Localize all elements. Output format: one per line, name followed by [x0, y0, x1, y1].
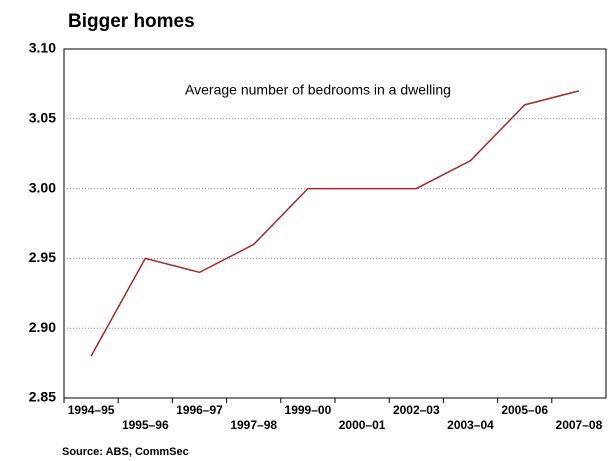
- x-tick-label: 1995–96: [122, 418, 169, 432]
- x-tick-label: 1997–98: [230, 418, 277, 432]
- y-tick-label: 3.10: [29, 40, 56, 56]
- x-tick-label: 2002–03: [393, 403, 440, 417]
- y-tick-label: 2.95: [29, 249, 56, 265]
- y-tick-label: 3.05: [29, 110, 56, 126]
- y-tick-label: 2.90: [29, 319, 56, 335]
- source: Source: ABS, CommSec: [62, 446, 189, 458]
- line: [90, 90, 580, 357]
- x-tick-label: 1999–00: [285, 403, 332, 417]
- y-tick-label: 3.00: [29, 179, 56, 195]
- x-tick-label: 1996–97: [176, 403, 223, 417]
- x-tick-label: 2005–06: [501, 403, 548, 417]
- chart-title: Bigger homes: [68, 11, 195, 32]
- plot-frame: [63, 48, 607, 399]
- x-tick-label: 1994–95: [68, 403, 115, 417]
- x-tick-label: 2000–01: [339, 418, 386, 432]
- annotation: Average number of bedrooms in a dwelling: [185, 82, 451, 98]
- y-tick-label: 2.85: [29, 389, 56, 405]
- x-tick-label: 2003–04: [447, 418, 494, 432]
- x-tick-label: 2007–08: [556, 418, 603, 432]
